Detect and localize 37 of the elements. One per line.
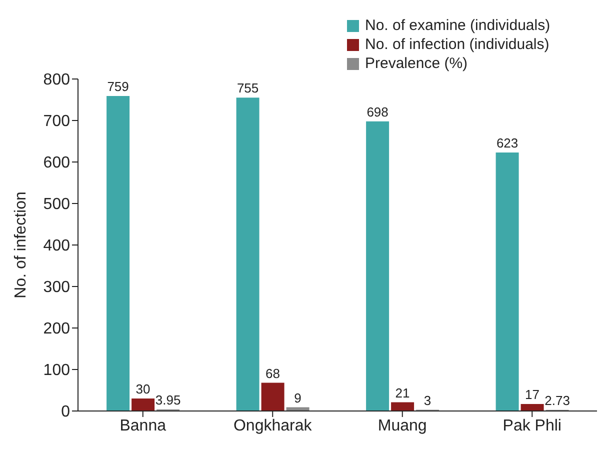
data-label: 30 [136, 382, 150, 397]
data-label: 759 [107, 79, 129, 94]
data-label: 698 [366, 104, 388, 120]
bar [391, 402, 414, 411]
data-label: 3.95 [155, 392, 181, 408]
bar [261, 382, 284, 411]
y-tick-label: 200 [43, 320, 70, 338]
bar [520, 404, 544, 411]
bar [132, 398, 155, 411]
data-label: 755 [236, 80, 259, 96]
data-label: 9 [294, 390, 302, 406]
x-tick-label: Banna [120, 417, 166, 434]
y-tick-label: 300 [43, 279, 70, 296]
data-label: 623 [496, 135, 518, 150]
x-tick-label: Ongkharak [233, 417, 313, 434]
data-label: 21 [395, 385, 410, 400]
data-label: 68 [266, 366, 280, 381]
y-tick-label: 700 [43, 113, 70, 130]
bar [106, 96, 130, 411]
bar [236, 98, 260, 411]
legend-label: No. of infection (individuals) [365, 36, 550, 53]
y-tick-label: 100 [43, 362, 70, 380]
data-label: 3 [424, 392, 432, 408]
y-axis-title: No. of infection [12, 192, 30, 298]
bar [496, 152, 519, 411]
x-tick-label: Pak Phli [502, 417, 562, 434]
y-tick-label: 400 [43, 238, 70, 255]
x-tick-label: Muang [378, 417, 427, 434]
y-tick-label: 0 [61, 404, 70, 421]
bar [366, 121, 390, 411]
legend-label: No. of examine (individuals) [365, 17, 550, 34]
y-tick-label: 800 [43, 72, 70, 89]
y-tick-label: 600 [43, 154, 70, 172]
legend-label: Prevalence (%) [365, 55, 468, 72]
data-label: 2.73 [544, 392, 570, 408]
y-tick-label: 500 [43, 196, 70, 214]
data-label: 17 [525, 386, 540, 402]
